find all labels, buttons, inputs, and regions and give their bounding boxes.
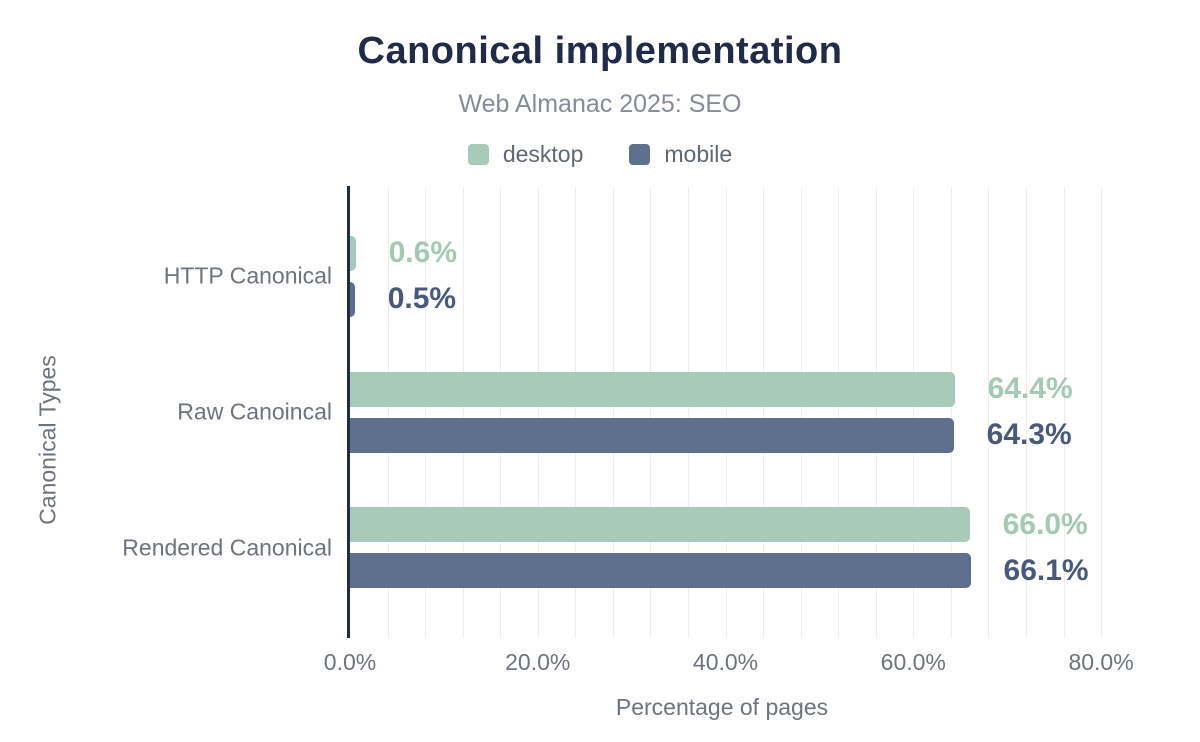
- chart-title: Canonical implementation: [357, 30, 843, 72]
- category-label: Raw Canoincal: [177, 398, 332, 425]
- x-axis-title: Percentage of pages: [615, 694, 829, 720]
- gridline: [1101, 188, 1103, 638]
- bar-row: 66.1%: [350, 553, 1148, 589]
- gridline: [763, 188, 765, 638]
- category-label: HTTP Canonical: [163, 262, 332, 289]
- gridline: [988, 188, 990, 638]
- legend-label: desktop: [502, 141, 584, 167]
- bar-mobile[interactable]: [350, 417, 954, 453]
- legend-item-mobile[interactable]: mobile: [629, 141, 732, 168]
- gridline: [425, 188, 427, 638]
- bar-group-2: 66.0% 66.1%: [350, 507, 1148, 589]
- gridline: [800, 188, 802, 638]
- bar-desktop[interactable]: [350, 371, 955, 407]
- legend-label: mobile: [664, 141, 733, 167]
- gridline: [913, 188, 915, 638]
- x-tick-label: 20.0%: [505, 649, 571, 675]
- gridline: [687, 188, 689, 638]
- plot-area: 0.6% 0.5% 64.4% 64.3% 66.0% 66.1%: [347, 186, 1148, 638]
- gridline: [612, 188, 614, 638]
- legend: desktop mobile: [0, 141, 1200, 168]
- legend-swatch: [629, 144, 651, 165]
- bar-desktop[interactable]: [350, 507, 970, 543]
- gridline: [725, 188, 727, 638]
- bar-row: 64.4%: [350, 371, 1148, 407]
- bar-value-label: 0.6%: [388, 236, 458, 270]
- chart-subtitle: Web Almanac 2025: SEO: [458, 90, 742, 118]
- x-tick-label: 0.0%: [323, 649, 377, 675]
- gridline: [462, 188, 464, 638]
- bar-mobile[interactable]: [350, 281, 355, 317]
- gridline: [838, 188, 840, 638]
- bar-row: 64.3%: [350, 417, 1148, 453]
- gridline: [387, 188, 389, 638]
- gridline: [650, 188, 652, 638]
- bar-value-label: 66.1%: [1003, 553, 1089, 587]
- bar-value-label: 0.5%: [387, 282, 457, 316]
- bar-row: 0.6%: [350, 235, 1148, 271]
- category-labels: HTTP Canonical Raw Canoincal Rendered Cano…: [0, 186, 332, 638]
- bar-value-label: 64.4%: [987, 372, 1073, 405]
- gridline: [1025, 188, 1027, 638]
- gridline: [500, 188, 502, 638]
- bar-mobile[interactable]: [350, 553, 971, 589]
- x-tick-label: 40.0%: [692, 649, 759, 675]
- gridline: [537, 188, 539, 638]
- bar-value-label: 64.3%: [986, 418, 1072, 451]
- bar-group-0: 0.6% 0.5%: [350, 235, 1148, 317]
- bar-group-1: 64.4% 64.3%: [350, 371, 1148, 453]
- category-label: Rendered Canonical: [122, 534, 332, 561]
- gridline: [950, 188, 952, 638]
- x-tick-label: 80.0%: [1068, 649, 1134, 675]
- gridline: [875, 188, 877, 638]
- bar-row: 66.0%: [350, 507, 1148, 543]
- gridline: [575, 188, 577, 638]
- x-axis-ticks: 0.0% 20.0% 40.0% 60.0% 80.0%: [324, 649, 1148, 675]
- bar-row: 0.5%: [350, 281, 1148, 317]
- x-tick-label: 60.0%: [880, 649, 946, 675]
- gridline: [1063, 188, 1065, 638]
- legend-swatch: [467, 144, 489, 165]
- bar-value-label: 66.0%: [1002, 507, 1088, 541]
- bar-desktop[interactable]: [350, 235, 356, 271]
- legend-item-desktop[interactable]: desktop: [467, 141, 584, 168]
